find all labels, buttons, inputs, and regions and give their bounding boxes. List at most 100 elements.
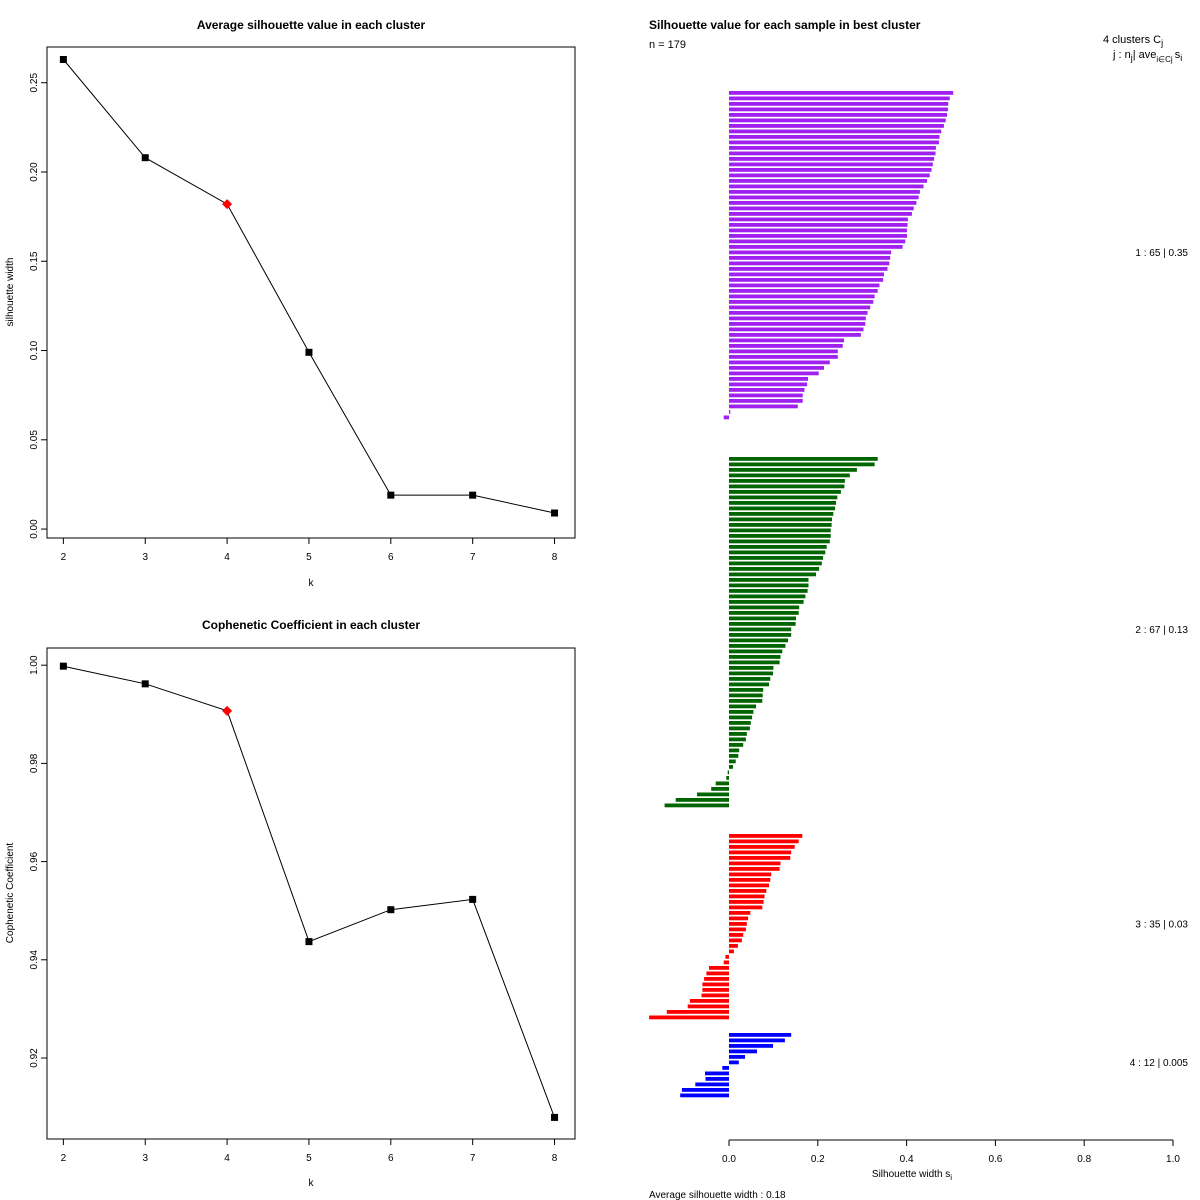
cluster-1-bars (723, 91, 954, 420)
silhouette-bar (729, 322, 866, 326)
x-tick-label: 8 (552, 1153, 558, 1164)
cluster-label: 4 : 12 | 0.005 (1130, 1058, 1189, 1069)
silhouette-bar (729, 234, 907, 238)
silhouette-bar (705, 1077, 729, 1081)
silhouette-bar (729, 627, 792, 632)
silhouette-bar (729, 688, 764, 692)
silhouette-bar (726, 776, 729, 780)
silhouette-bar (729, 228, 907, 233)
x-ticks: 0.0 0.2 0.4 0.6 0.8 1.0 (722, 1140, 1180, 1165)
silhouette-bar (729, 311, 868, 315)
x-tick-label: 4 (224, 552, 230, 563)
series-line (63, 665, 555, 1118)
silhouette-bar (729, 883, 769, 888)
x-tick-label: 7 (470, 552, 476, 563)
cluster-2-bars (664, 457, 878, 808)
silhouette-bar (729, 140, 939, 145)
highlight-point (222, 199, 233, 210)
silhouette-bar (729, 184, 924, 189)
silhouette-bar (729, 872, 772, 877)
silhouette-bar (687, 1004, 729, 1009)
x-axis-label: k (309, 578, 315, 589)
silhouette-bar (729, 124, 944, 128)
silhouette-bar (729, 113, 947, 117)
silhouette-bar (664, 803, 729, 808)
silhouette-bar (729, 894, 765, 899)
x-axis-label: k (309, 1178, 315, 1189)
silhouette-bar (729, 600, 804, 604)
silhouette-bar (729, 655, 781, 659)
silhouette-bar (729, 501, 836, 505)
silhouette-bar (729, 933, 744, 937)
silhouette-bar (729, 305, 871, 310)
silhouette-bar (729, 1049, 757, 1054)
silhouette-line-panel: Average silhouette value in each cluster… (5, 18, 576, 589)
x-tick-label: 6 (388, 1153, 394, 1164)
silhouette-bar (729, 201, 917, 205)
highlight-point (222, 705, 233, 716)
silhouette-bar (729, 633, 792, 637)
data-point (141, 154, 149, 162)
silhouette-bar (729, 245, 903, 249)
silhouette-bar (729, 96, 950, 101)
silhouette-bar (729, 506, 836, 511)
x-tick-label: 3 (142, 1153, 148, 1164)
cluster-label: 2 : 67 | 0.13 (1135, 625, 1188, 636)
silhouette-bar (729, 473, 850, 478)
data-point (59, 55, 67, 63)
silhouette-bar (729, 938, 742, 943)
silhouette-bar (695, 1082, 729, 1087)
silhouette-bar (729, 102, 949, 106)
silhouette-bar (729, 556, 824, 560)
silhouette-bar (729, 916, 749, 921)
silhouette-bar (729, 889, 767, 893)
silhouette-bar (729, 644, 786, 648)
silhouette-bar (649, 1015, 729, 1020)
silhouette-bar (729, 927, 746, 932)
y-axis-label: silhouette width (5, 258, 16, 327)
y-tick-label: 0.25 (29, 73, 40, 93)
y-tick-label: 0.10 (29, 340, 40, 360)
data-point (141, 680, 149, 688)
silhouette-bar (729, 861, 781, 866)
silhouette-bar (706, 971, 729, 976)
silhouette-bar (729, 704, 757, 709)
silhouette-bar (729, 484, 845, 489)
data-point (551, 1113, 559, 1121)
silhouette-bar (729, 410, 731, 414)
silhouette-bar (729, 495, 838, 500)
x-tick-label: 4 (224, 1153, 230, 1164)
x-tick-label: 8 (552, 552, 558, 563)
silhouette-bar (729, 250, 892, 255)
silhouette-bar (729, 377, 808, 381)
legend-header-line2: j : nj| avei∈Cj si (1112, 49, 1182, 64)
silhouette-bar (729, 118, 946, 123)
silhouette-bar (675, 798, 729, 802)
silhouette-bar (729, 616, 796, 621)
x-tick-label: 5 (306, 1153, 312, 1164)
data-point (469, 895, 477, 903)
silhouette-bar (729, 743, 744, 747)
silhouette-bar (729, 594, 806, 599)
data-point (551, 509, 559, 517)
y-tick-label: 0.15 (29, 251, 40, 271)
silhouette-bar (729, 512, 834, 516)
silhouette-bar (729, 638, 789, 643)
silhouette-bar (729, 693, 763, 698)
silhouette-bar (729, 283, 880, 288)
silhouette-bar (711, 787, 729, 791)
data-point (387, 491, 395, 499)
silhouette-bar (729, 135, 940, 139)
silhouette-bar (729, 272, 884, 277)
silhouette-bar (729, 300, 874, 304)
silhouette-bar (729, 344, 843, 348)
silhouette-bar (729, 468, 857, 472)
silhouette-bar (704, 977, 729, 981)
y-ticks: 0.92 0.94 0.96 0.98 1.00 (29, 655, 47, 1068)
silhouette-bar (729, 583, 809, 588)
sample-count: n = 179 (649, 39, 686, 51)
silhouette-bar (729, 839, 799, 844)
panel-title: Average silhouette value in each cluster (197, 18, 426, 32)
silhouette-bar (722, 1066, 729, 1070)
silhouette-bar (729, 162, 933, 167)
